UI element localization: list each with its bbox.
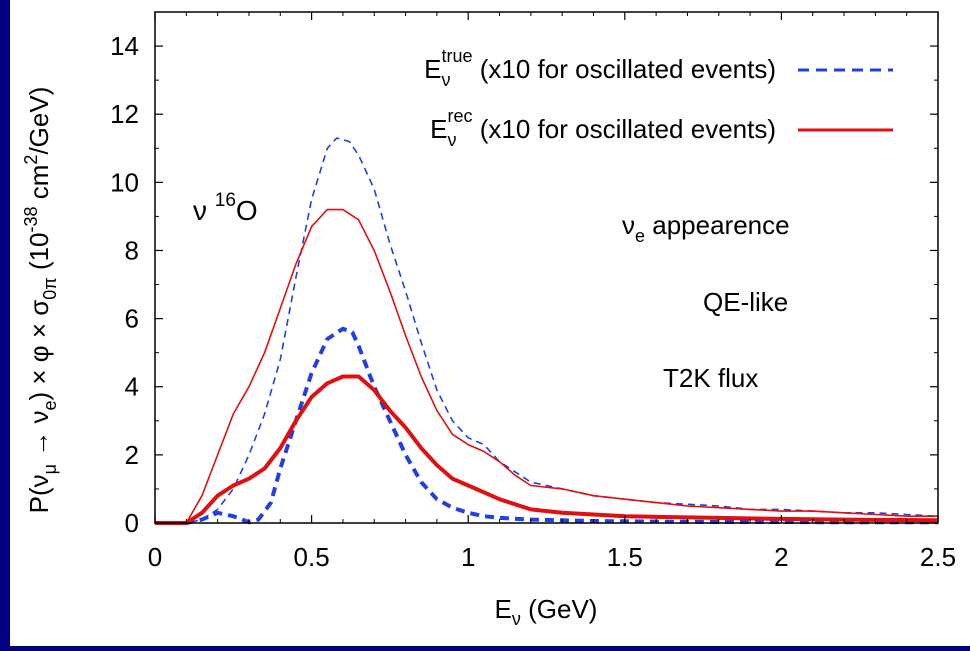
y-axis-label-part: e <box>40 401 60 411</box>
x-tick-label: 2 <box>774 542 788 572</box>
y-tick-label: 8 <box>125 235 139 265</box>
legend: Eνtrue (x10 for oscillated events) Eνrec… <box>424 46 893 150</box>
frame-border <box>0 0 10 646</box>
x-tick-label: 2.5 <box>920 542 956 572</box>
annotation-appearance: νe appearence <box>622 210 790 246</box>
series-line-0 <box>155 137 939 524</box>
y-axis-label-part: cm <box>24 165 54 207</box>
y-tick-label: 0 <box>125 508 139 538</box>
y-axis-label-part: 2 <box>21 155 41 165</box>
y-axis-label-part: → ν <box>24 411 54 464</box>
series-line-2 <box>155 326 938 525</box>
y-axis-label-part: (10 <box>24 232 54 277</box>
plot-background <box>10 0 970 646</box>
y-axis-label-part: P(ν <box>24 474 54 513</box>
annotation-target: ν 16O <box>193 190 258 226</box>
y-tick-label: 4 <box>125 372 139 402</box>
tick-layer: 0 0.5 1 1.5 2 2.5 0 2 4 6 8 10 12 14 <box>110 12 956 572</box>
y-axis-label-part: /GeV) <box>24 87 54 155</box>
y-tick-label: 2 <box>125 440 139 470</box>
plot-frame <box>154 11 939 524</box>
y-tick-label: 12 <box>110 99 139 129</box>
legend-label-rec: Eνrec (x10 for oscillated events) <box>430 106 776 150</box>
series-line-1 <box>155 208 938 524</box>
y-axis-label-part: -38 <box>21 206 41 232</box>
legend-label-true: Eνtrue (x10 for oscillated events) <box>424 46 776 90</box>
y-axis-label-part: 0π <box>40 277 60 299</box>
x-axis-label: Eν (GeV) <box>495 594 598 629</box>
y-tick-label: 6 <box>125 304 139 334</box>
y-tick-label: 10 <box>110 167 139 197</box>
y-axis-label: P(νμ → νe) × φ × σ0π (10-38 cm2/GeV) <box>21 87 60 514</box>
x-tick-label: 0.5 <box>294 542 330 572</box>
x-tick-label: 0 <box>148 542 162 572</box>
annotation-flux: T2K flux <box>663 363 758 393</box>
x-tick-label: 1.5 <box>607 542 643 572</box>
annotation-qe-like: QE-like <box>703 287 788 317</box>
x-tick-label: 1 <box>461 542 475 572</box>
y-tick-label: 14 <box>110 31 139 61</box>
y-axis-label-part: ) × φ × σ <box>24 300 54 401</box>
y-axis-label-part: μ <box>40 464 60 474</box>
